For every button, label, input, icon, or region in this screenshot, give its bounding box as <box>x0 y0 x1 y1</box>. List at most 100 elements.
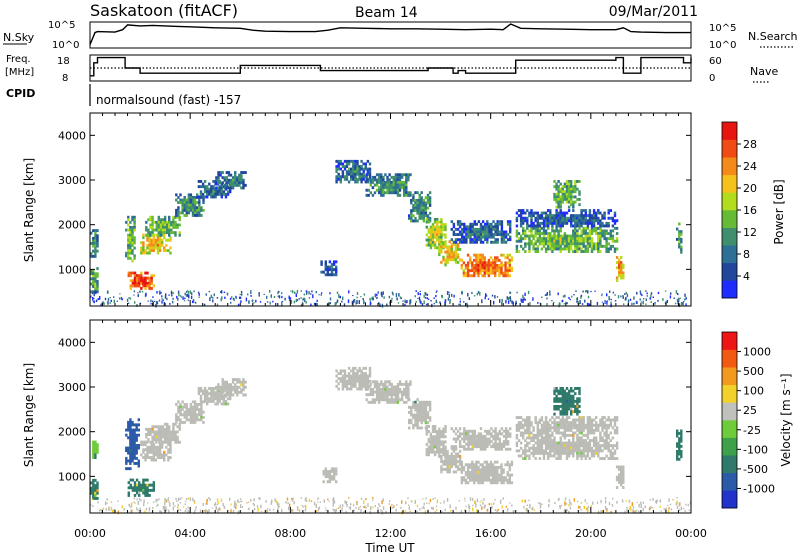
heatmap-cell <box>586 242 590 246</box>
heatmap-cell <box>477 253 480 257</box>
heatmap-cell <box>223 385 226 389</box>
heatmap-cell <box>526 444 529 448</box>
heatmap-cell <box>572 399 575 403</box>
heatmap-cell <box>446 470 449 474</box>
heatmap-cell <box>425 450 428 454</box>
heatmap-cell <box>177 208 180 212</box>
heatmap-cell <box>135 281 139 285</box>
heatmap-cell <box>157 435 160 439</box>
heatmap-cell <box>172 422 175 426</box>
heatmap-cell <box>584 232 587 235</box>
heatmap-cell <box>183 214 186 217</box>
heatmap-cell <box>217 176 220 180</box>
heatmap-cell <box>388 188 391 192</box>
heatmap-cell <box>506 238 510 242</box>
heatmap-cell <box>336 291 339 294</box>
heatmap-cell <box>611 229 615 233</box>
heatmap-cell <box>187 196 191 199</box>
heatmap-cell <box>574 247 577 251</box>
heatmap-cell <box>456 233 460 236</box>
heatmap-cell <box>586 449 590 453</box>
heatmap-cell <box>623 303 625 305</box>
heatmap-cell <box>224 402 228 406</box>
heatmap-cell <box>592 229 596 233</box>
heatmap-cell <box>567 433 571 437</box>
heatmap-cell <box>240 178 243 182</box>
heatmap-cell <box>203 389 207 393</box>
heatmap-cell <box>559 221 562 225</box>
heatmap-cell <box>156 453 160 457</box>
heatmap-cell <box>458 427 462 431</box>
heatmap-cell <box>473 253 476 257</box>
heatmap-cell <box>462 274 466 278</box>
heatmap-cell <box>412 405 415 409</box>
heatmap-cell <box>563 426 567 430</box>
heatmap-cell <box>576 457 579 460</box>
heatmap-cell <box>159 438 163 442</box>
heatmap-cell <box>396 186 400 190</box>
heatmap-cell <box>555 205 558 209</box>
heatmap-cell <box>544 451 548 455</box>
heatmap-cell <box>335 165 338 168</box>
heatmap-cell <box>144 478 147 482</box>
freq-tick-bottom: 8 <box>62 73 68 84</box>
heatmap-cell <box>452 240 456 244</box>
heatmap-cell <box>605 446 608 450</box>
heatmap-cell <box>544 221 548 225</box>
heatmap-cell <box>574 187 577 191</box>
heatmap-cell <box>335 167 338 171</box>
heatmap-cell <box>96 443 99 447</box>
heatmap-cell <box>492 240 495 244</box>
heatmap-cell <box>356 369 359 373</box>
heatmap-cell <box>410 198 413 202</box>
heatmap-cell <box>490 427 493 431</box>
heatmap-cell <box>605 229 608 233</box>
heatmap-cell <box>615 247 619 251</box>
heatmap-cell <box>559 426 562 430</box>
heatmap-cell <box>328 480 332 484</box>
heatmap-cell <box>454 260 458 264</box>
heatmap-cell <box>471 478 474 482</box>
heatmap-cell <box>169 456 172 459</box>
heatmap-cell <box>563 216 567 220</box>
heatmap-cell <box>444 301 446 304</box>
heatmap-cell <box>460 463 463 467</box>
heatmap-cell <box>185 410 188 414</box>
heatmap-cell <box>570 216 573 220</box>
heatmap-cell <box>601 301 604 303</box>
heatmap-cell <box>426 411 430 414</box>
heatmap-cell <box>438 445 441 449</box>
heatmap-cell <box>649 297 652 300</box>
heatmap-cell <box>144 276 147 280</box>
heatmap-cell <box>567 239 571 243</box>
heatmap-cell <box>522 457 525 460</box>
heatmap-cell <box>352 382 355 386</box>
heatmap-cell <box>555 399 558 403</box>
heatmap-cell <box>609 439 612 442</box>
heatmap-cell <box>576 449 579 453</box>
heatmap-cell <box>536 244 539 248</box>
heatmap-cell <box>609 237 612 241</box>
heatmap-cell <box>380 395 383 399</box>
heatmap-cell <box>588 239 592 243</box>
heatmap-cell <box>138 281 141 285</box>
heatmap-cell <box>263 293 265 295</box>
heatmap-cell <box>555 451 558 455</box>
heatmap-cell <box>165 249 168 252</box>
heatmap-cell <box>140 486 143 490</box>
heatmap-cell <box>580 436 583 440</box>
heatmap-cell <box>615 444 619 448</box>
heatmap-cell <box>290 290 292 292</box>
heatmap-cell <box>595 247 598 251</box>
heatmap-cell <box>335 268 338 272</box>
heatmap-cell <box>590 247 594 251</box>
heatmap-cell <box>620 271 623 275</box>
heatmap-cell <box>613 219 617 223</box>
heatmap-cell <box>559 397 562 401</box>
heatmap-cell <box>427 243 430 247</box>
heatmap-cell <box>601 423 604 427</box>
heatmap-cell <box>129 420 132 424</box>
heatmap-cell <box>580 295 582 299</box>
heatmap-cell <box>465 235 468 239</box>
heatmap-cell <box>360 175 363 179</box>
